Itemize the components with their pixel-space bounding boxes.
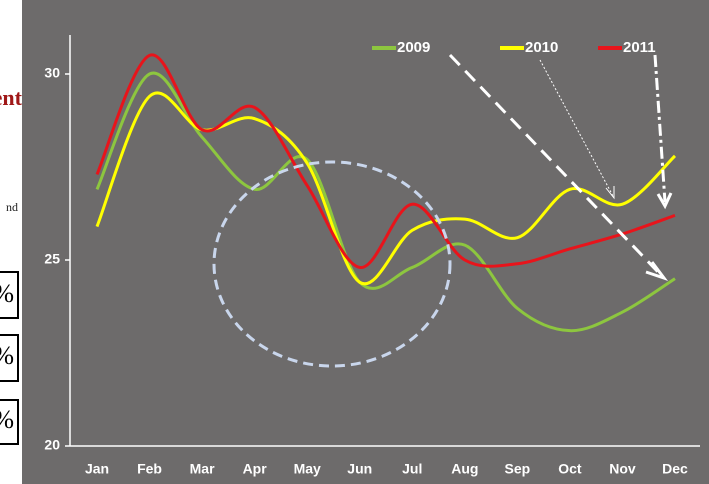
plot-background — [22, 0, 709, 484]
highlight-ellipse — [212, 160, 452, 368]
legend-label: 2011 — [623, 39, 656, 56]
y-tick-label: 30 — [44, 65, 60, 81]
annotations — [212, 53, 673, 368]
side-cell-text: % — [0, 341, 14, 370]
trend-arrow — [448, 53, 662, 276]
x-tick-label: Mar — [190, 461, 215, 477]
x-tick-label: Aug — [451, 461, 478, 477]
x-tick-label: Dec — [662, 461, 688, 477]
side-cell — [0, 399, 19, 445]
side-cell — [0, 271, 19, 319]
y-tick-label: 25 — [44, 251, 60, 267]
legend-label: 2010 — [525, 39, 558, 56]
x-tick-label: Jun — [347, 461, 372, 477]
side-cell-text: % — [0, 405, 14, 434]
side-heading: ent — [0, 85, 23, 110]
x-tick-label: Jan — [85, 461, 109, 477]
side-note: nd — [6, 200, 18, 214]
side-cell-text: % — [0, 279, 14, 308]
x-tick-label: Jul — [402, 461, 422, 477]
trend-arrow — [539, 59, 614, 197]
x-tick-label: Apr — [243, 461, 268, 477]
arrow-head — [605, 186, 615, 200]
x-tick-label: Feb — [137, 461, 162, 477]
plot: 20 25 30 Jan Feb Mar Apr May Jun Jul Aug Sep Oct Nov D… — [44, 35, 700, 477]
x-tick-label: Oct — [558, 461, 582, 477]
series-line — [95, 91, 677, 286]
trend-arrow — [653, 54, 667, 203]
legend-label: 2009 — [397, 39, 430, 56]
x-tick-label: May — [294, 461, 321, 477]
x-tick-label: Sep — [505, 461, 531, 477]
x-tick-label: Nov — [609, 461, 636, 477]
arrow-head — [656, 192, 673, 210]
series-line — [95, 53, 676, 269]
y-tick-label: 20 — [44, 437, 60, 453]
side-cell — [0, 334, 19, 382]
arrow-head — [645, 261, 669, 281]
side-cells: % % % — [0, 271, 19, 445]
